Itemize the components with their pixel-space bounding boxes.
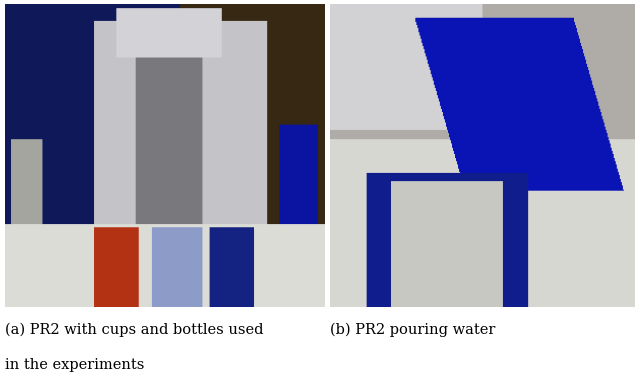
Text: (a) PR2 with cups and bottles used: (a) PR2 with cups and bottles used xyxy=(5,322,264,337)
Text: in the experiments: in the experiments xyxy=(5,358,145,372)
Text: (b) PR2 pouring water: (b) PR2 pouring water xyxy=(330,322,495,337)
